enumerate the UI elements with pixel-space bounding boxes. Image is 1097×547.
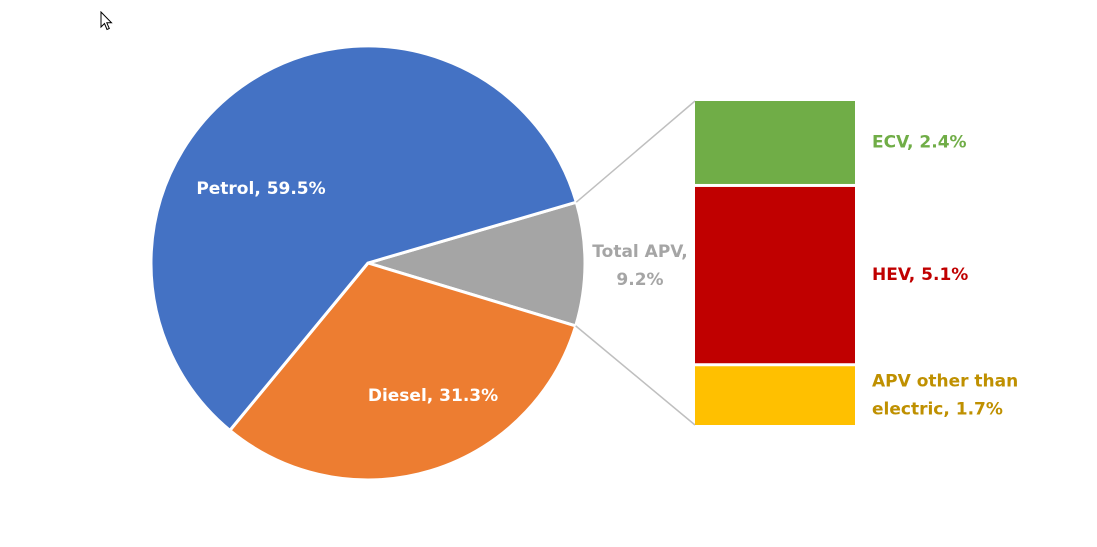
pie-slice-petrol — [149, 44, 579, 433]
main-pie — [149, 44, 587, 482]
data-label-total-apv: 9.2% — [616, 270, 663, 290]
data-label-total-apv: Total APV, — [592, 242, 687, 262]
mouse-cursor-icon — [100, 11, 113, 31]
pie-slice-total-apv — [362, 200, 587, 328]
data-labels: Petrol, 59.5% Diesel, 31.3% Total APV, 9.2%… — [196, 132, 1018, 419]
breakdown-bar — [695, 101, 855, 425]
data-label-apv-other-than-electric: electric, 1.7% — [872, 400, 1003, 420]
data-label-petrol: Petrol, 59.5% — [196, 179, 325, 199]
data-label-apv-other-than-electric: APV other than — [872, 372, 1018, 392]
bar-segment-hev — [695, 186, 855, 364]
data-label-diesel: Diesel, 31.3% — [368, 386, 498, 406]
connector-line-bottom — [575, 325, 696, 426]
pie-slice-diesel — [227, 261, 578, 482]
bar-segment-apv-other-than-electric — [695, 366, 855, 425]
connector-line-top — [575, 100, 696, 203]
data-label-hev: HEV, 5.1% — [872, 265, 968, 285]
data-label-ecv: ECV, 2.4% — [872, 132, 967, 152]
bar-segment-ecv — [695, 101, 855, 184]
connector-lines — [575, 100, 696, 426]
